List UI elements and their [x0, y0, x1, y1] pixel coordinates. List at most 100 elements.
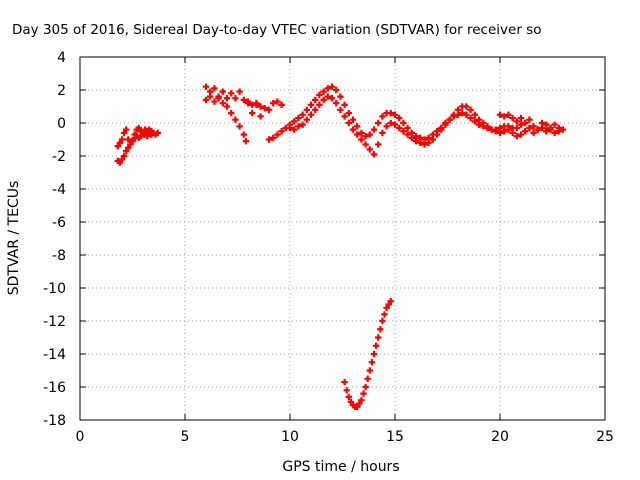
series-8 [513, 121, 567, 137]
grid-lines [80, 57, 605, 420]
data-point [232, 116, 239, 123]
data-point [257, 113, 264, 120]
y-tick-label: -8 [52, 248, 66, 264]
data-point [303, 116, 310, 123]
x-tick-label: 25 [596, 429, 614, 445]
data-point [412, 137, 420, 145]
data-point [559, 126, 567, 133]
data-point [240, 96, 247, 104]
data-point [316, 101, 323, 109]
data-point [345, 393, 352, 401]
data-point [358, 397, 365, 404]
data-point [417, 139, 424, 146]
data-point [362, 133, 369, 140]
data-point [543, 121, 550, 128]
data-point [366, 146, 373, 153]
data-point [354, 403, 361, 410]
data-point [467, 106, 474, 113]
data-point [517, 131, 525, 138]
data-point [303, 106, 310, 113]
data-point [333, 86, 340, 94]
data-point [223, 103, 231, 110]
y-tick-label: -12 [43, 314, 66, 330]
data-point [375, 334, 382, 341]
data-point [509, 129, 516, 137]
x-axis-label: GPS time / hours [282, 459, 399, 475]
data-point [480, 119, 487, 127]
y-tick-label: -18 [43, 413, 66, 429]
data-point [347, 398, 355, 406]
data-point [118, 136, 126, 143]
data-point [127, 141, 134, 148]
data-point [299, 111, 306, 118]
data-point [244, 100, 252, 107]
data-points [114, 83, 567, 410]
data-point [522, 128, 529, 135]
data-point [370, 151, 378, 158]
data-point [228, 90, 235, 97]
data-point [211, 98, 218, 105]
data-point [492, 128, 499, 135]
data-point [116, 159, 124, 166]
data-point [286, 124, 294, 132]
data-point [496, 129, 504, 137]
data-point [324, 93, 331, 100]
data-point [387, 109, 394, 117]
data-point [236, 88, 243, 95]
data-point [320, 96, 327, 104]
data-point [513, 133, 520, 140]
data-point [125, 136, 132, 143]
data-point [501, 128, 508, 135]
data-point [522, 119, 529, 127]
y-tick-label: -10 [43, 281, 66, 297]
data-point [370, 350, 378, 358]
data-point [370, 126, 378, 133]
data-point [295, 123, 302, 130]
data-point [505, 126, 512, 133]
data-point [242, 137, 250, 145]
data-point [475, 116, 483, 123]
data-point [232, 95, 239, 102]
data-point [467, 114, 474, 122]
data-point [358, 136, 365, 143]
data-point [265, 136, 273, 143]
data-point [278, 101, 285, 109]
data-point [228, 109, 235, 117]
data-point [513, 124, 520, 132]
y-tick-label: -14 [43, 347, 66, 363]
data-point [543, 128, 550, 135]
data-point [333, 100, 340, 107]
data-point [459, 109, 466, 117]
data-point [328, 83, 336, 90]
y-tick-label: -6 [52, 215, 66, 231]
data-point [219, 88, 226, 95]
data-point [123, 126, 130, 133]
data-point [530, 123, 537, 130]
data-point [291, 118, 298, 125]
data-point [377, 326, 384, 333]
series-1 [114, 124, 157, 150]
data-point [379, 317, 386, 325]
data-point [385, 301, 392, 308]
y-tick-label: -16 [43, 380, 66, 396]
data-point [433, 131, 441, 138]
data-point [337, 93, 344, 100]
data-point [349, 116, 357, 123]
data-point [425, 139, 432, 146]
data-point [139, 129, 147, 137]
data-point [274, 98, 281, 105]
data-point [215, 95, 222, 102]
data-point [396, 114, 403, 122]
data-point [555, 128, 562, 135]
data-point [291, 126, 298, 133]
data-point [345, 109, 352, 117]
data-point [471, 118, 478, 125]
y-tick-label: 0 [57, 116, 66, 132]
data-point [400, 128, 407, 135]
data-point [372, 342, 380, 349]
data-point [366, 367, 373, 374]
data-point [307, 111, 315, 118]
series-4 [244, 98, 285, 120]
